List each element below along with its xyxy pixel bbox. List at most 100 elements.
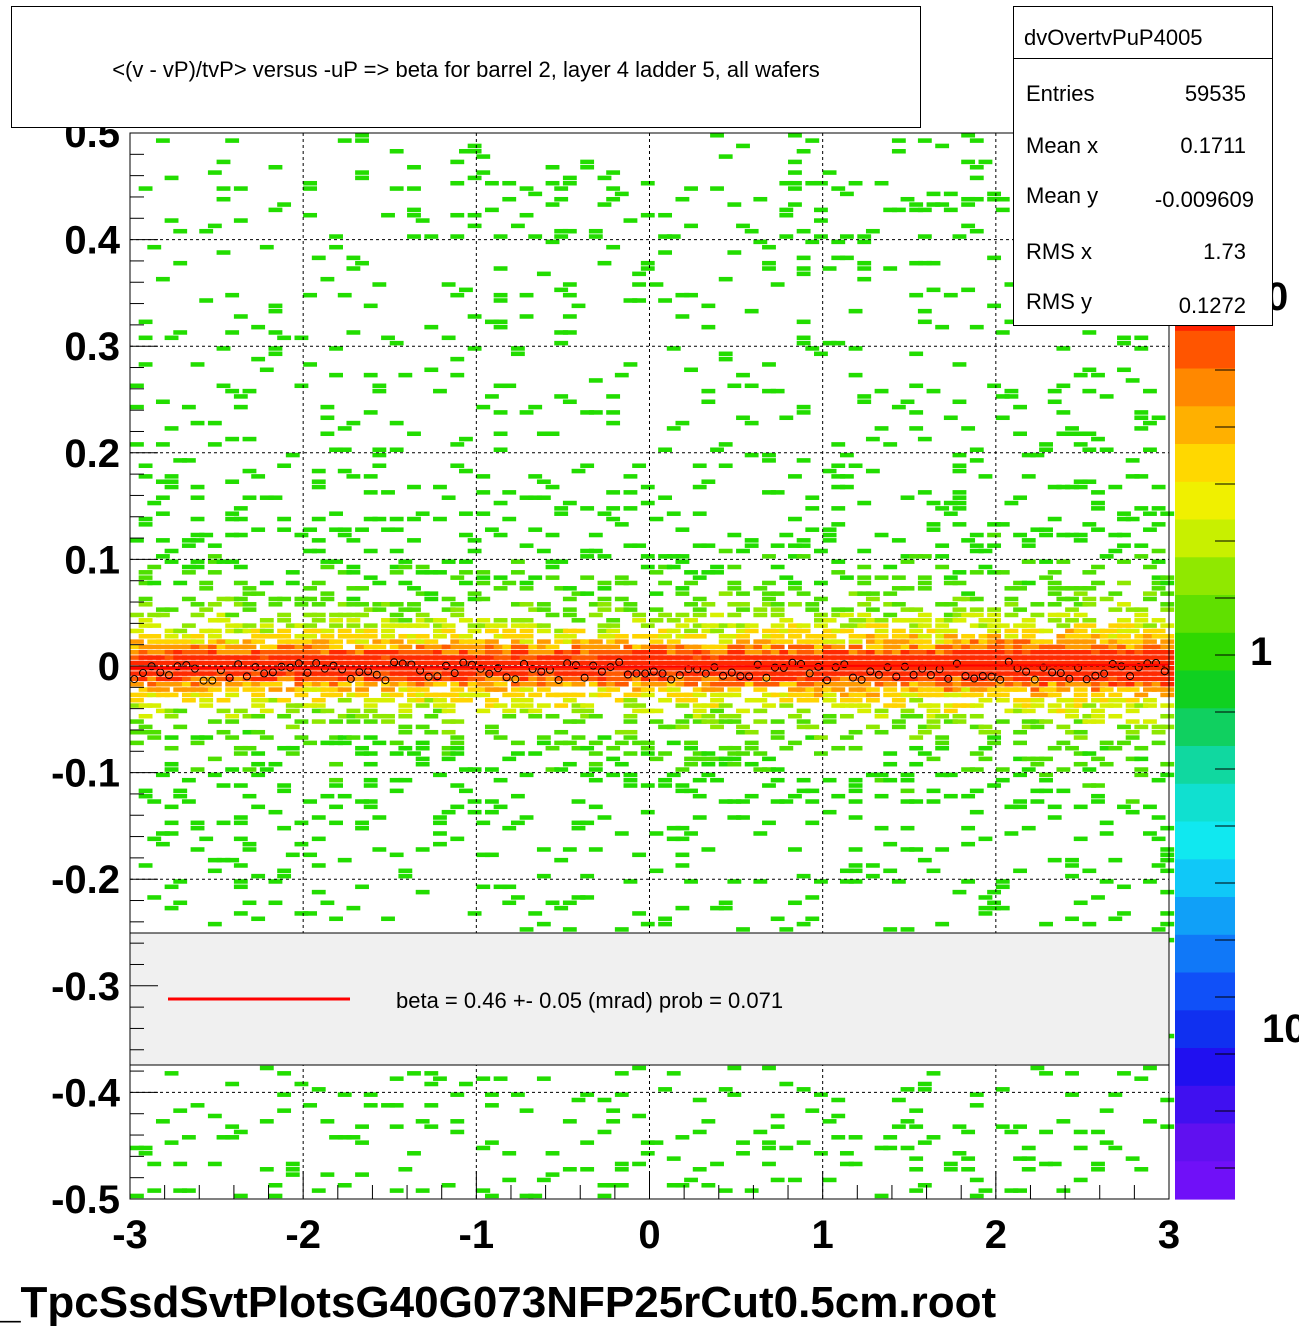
heatmap-cell (814, 671, 828, 676)
profile-marker (987, 672, 996, 681)
y-tick-label: -0.2 (51, 858, 120, 902)
heatmap-cell (935, 644, 950, 650)
heatmap-cell (961, 879, 976, 884)
heatmap-cell (381, 719, 395, 724)
heatmap-cell (943, 511, 958, 516)
heatmap-cell (744, 729, 759, 735)
heatmap-cell (805, 644, 820, 650)
heatmap-cell (1125, 458, 1140, 463)
heatmap-cell (493, 575, 508, 580)
heatmap-cell (190, 538, 205, 543)
heatmap-cell (207, 671, 222, 676)
heatmap-cell (883, 777, 898, 783)
heatmap-cell (251, 772, 266, 778)
heatmap-cell (207, 650, 222, 655)
heatmap-cell (225, 388, 240, 394)
heatmap-cell (1004, 602, 1019, 607)
heatmap-cell (658, 676, 673, 682)
x-tick-label: 3 (1158, 1213, 1180, 1257)
heatmap-cell (1039, 676, 1053, 682)
heatmap-cell (554, 228, 569, 234)
heatmap-cell (155, 1119, 170, 1124)
heatmap-cell (389, 655, 404, 660)
heatmap-cell (225, 644, 240, 650)
heatmap-cell (649, 634, 664, 639)
heatmap-cell (978, 697, 993, 703)
heatmap-cell (1125, 809, 1140, 815)
heatmap-cell (424, 655, 439, 660)
heatmap-cell (571, 303, 586, 309)
heatmap-cell (320, 671, 335, 676)
heatmap-cell (874, 388, 889, 394)
heatmap-cell (1160, 724, 1175, 730)
heatmap-cell (476, 1188, 491, 1193)
heatmap-cell (961, 287, 976, 293)
heatmap-cell (363, 681, 378, 687)
heatmap-cell (718, 351, 733, 357)
heatmap-cell (407, 692, 421, 698)
heatmap-cell (1039, 442, 1053, 447)
heatmap-cell (684, 634, 698, 639)
heatmap-cell (978, 666, 993, 671)
heatmap-cell (839, 703, 854, 708)
heatmap-cell (1099, 634, 1114, 639)
heatmap-cell (675, 676, 690, 682)
heatmap-cell (1021, 474, 1036, 479)
heatmap-cell (606, 772, 621, 778)
heatmap-cell (1134, 745, 1149, 751)
heatmap-cell (1065, 618, 1079, 623)
heatmap-cell (502, 666, 517, 671)
heatmap-cell (917, 644, 932, 650)
heatmap-cell (848, 703, 863, 708)
heatmap-cell (658, 783, 673, 788)
heatmap-cell (736, 548, 750, 554)
heatmap-cell (701, 671, 716, 676)
heatmap-cell (484, 319, 499, 325)
heatmap-cell (251, 356, 266, 362)
heatmap-cell (467, 655, 482, 660)
heatmap-cell (130, 655, 144, 660)
heatmap-cell (822, 719, 837, 724)
heatmap-cell (251, 751, 266, 756)
heatmap-cell (155, 676, 170, 682)
heatmap-cell (363, 804, 378, 810)
heatmap-cell (692, 671, 707, 676)
heatmap-cell (614, 191, 629, 197)
heatmap-cell (1099, 820, 1114, 826)
heatmap-cell (207, 687, 222, 692)
heatmap-cell (736, 143, 750, 149)
heatmap-cell (173, 1108, 188, 1113)
heatmap-cell (1151, 729, 1166, 735)
heatmap-cell (164, 484, 179, 490)
heatmap-cell (588, 639, 603, 644)
heatmap-cell (554, 767, 569, 772)
heatmap-cell (588, 548, 603, 554)
heatmap-cell (476, 618, 491, 623)
heatmap-cell (363, 1092, 378, 1097)
heatmap-cell (1056, 639, 1071, 644)
heatmap-cell (701, 681, 716, 687)
heatmap-cell (510, 634, 525, 639)
heatmap-cell (363, 799, 378, 804)
heatmap-cell (1099, 596, 1114, 602)
heatmap-cell (450, 650, 465, 655)
heatmap-cell (623, 474, 638, 479)
heatmap-cell (1082, 522, 1097, 527)
heatmap-cell (762, 596, 776, 602)
heatmap-cell (917, 1087, 932, 1092)
heatmap-cell (519, 618, 534, 623)
heatmap-cell (337, 570, 352, 575)
heatmap-cell (805, 1108, 820, 1113)
heatmap-cell (710, 676, 724, 682)
heatmap-cell (502, 692, 517, 698)
heatmap-cell (216, 857, 231, 863)
heatmap-cell (173, 644, 188, 650)
heatmap-cell (510, 351, 525, 357)
heatmap-cell (995, 681, 1010, 687)
heatmap-cell (372, 282, 387, 287)
heatmap-cell (883, 676, 898, 682)
heatmap-cell (130, 681, 144, 687)
heatmap-cell (389, 618, 404, 623)
heatmap-cell (285, 639, 300, 644)
heatmap-cell (614, 831, 629, 836)
